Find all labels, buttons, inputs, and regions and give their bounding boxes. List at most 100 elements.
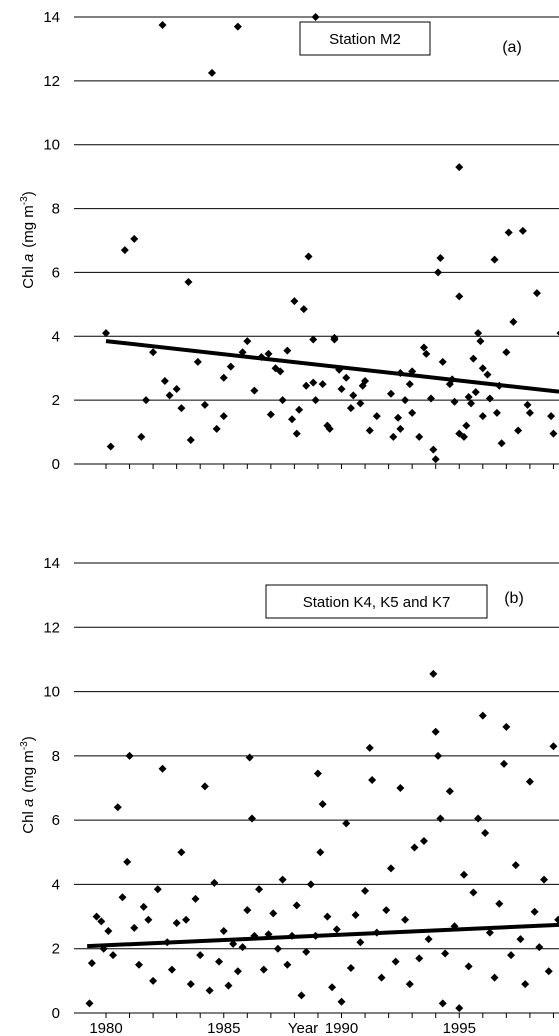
data-point xyxy=(158,20,167,29)
data-point xyxy=(184,278,193,287)
data-point xyxy=(401,915,410,924)
y-tick-label: 0 xyxy=(52,456,60,473)
data-point xyxy=(431,727,440,736)
data-point xyxy=(386,389,395,398)
data-point xyxy=(490,255,499,264)
data-point xyxy=(396,424,405,433)
data-point xyxy=(424,935,433,944)
data-point xyxy=(386,864,395,873)
y-tick-label: 8 xyxy=(52,201,60,218)
trend-line xyxy=(87,922,559,949)
data-point xyxy=(535,943,544,952)
data-point xyxy=(120,246,129,255)
data-point xyxy=(507,951,516,960)
y-axis-label-close: ) xyxy=(20,736,37,741)
data-point xyxy=(485,394,494,403)
data-point xyxy=(250,386,259,395)
data-point xyxy=(200,400,209,409)
data-point xyxy=(490,973,499,982)
data-point xyxy=(172,384,181,393)
data-point xyxy=(514,426,523,435)
data-point xyxy=(200,782,209,791)
x-tick-label: 1980 xyxy=(89,1020,122,1036)
data-point xyxy=(248,814,257,823)
data-point xyxy=(332,925,341,934)
data-point xyxy=(130,923,139,932)
data-point xyxy=(292,901,301,910)
data-point xyxy=(556,330,559,336)
data-point xyxy=(342,373,351,382)
data-point xyxy=(549,742,558,751)
data-point xyxy=(525,777,534,786)
data-point xyxy=(502,348,511,357)
x-tick-label: 1985 xyxy=(207,1020,240,1036)
data-point xyxy=(243,906,252,915)
data-point xyxy=(283,346,292,355)
data-point xyxy=(469,888,478,897)
data-point xyxy=(485,928,494,937)
data-point xyxy=(302,947,311,956)
data-point xyxy=(346,404,355,413)
data-point xyxy=(160,376,169,385)
data-point xyxy=(368,775,377,784)
data-point xyxy=(295,405,304,414)
y-axis-label-italic: a xyxy=(20,799,37,807)
data-point xyxy=(226,362,235,371)
data-point xyxy=(441,949,450,958)
data-point xyxy=(436,254,445,263)
data-point xyxy=(193,357,202,366)
data-point xyxy=(476,337,485,346)
data-point xyxy=(511,861,520,870)
data-point xyxy=(419,837,428,846)
data-point xyxy=(394,413,403,422)
data-point xyxy=(233,967,242,976)
data-point xyxy=(365,743,374,752)
data-point xyxy=(401,396,410,405)
y-tick-label: 10 xyxy=(43,684,60,701)
data-point xyxy=(276,367,285,376)
data-point xyxy=(422,349,431,358)
data-point xyxy=(302,381,311,390)
y-tick-label: 4 xyxy=(52,328,60,345)
data-point xyxy=(318,800,327,809)
data-point xyxy=(530,907,539,916)
data-point xyxy=(429,445,438,454)
data-point xyxy=(459,870,468,879)
y-axis-label-exponent: -3 xyxy=(19,741,30,750)
data-point xyxy=(219,373,228,382)
data-point xyxy=(283,960,292,969)
data-point xyxy=(219,412,228,421)
data-point xyxy=(290,297,299,306)
data-point xyxy=(177,404,186,413)
x-tick-label: 1990 xyxy=(325,1020,358,1036)
data-point xyxy=(438,357,447,366)
data-point xyxy=(431,455,440,464)
data-point xyxy=(549,429,558,438)
y-tick-label: 14 xyxy=(43,9,60,26)
data-point xyxy=(313,769,322,778)
y-axis-label-close: ) xyxy=(20,191,37,196)
data-point xyxy=(259,965,268,974)
data-point xyxy=(269,909,278,918)
x-axis-label: Year xyxy=(288,1020,318,1036)
station-label: Station M2 xyxy=(329,31,401,48)
data-point xyxy=(196,951,205,960)
data-point xyxy=(139,902,148,911)
data-point xyxy=(167,965,176,974)
data-point xyxy=(547,412,556,421)
data-point xyxy=(464,962,473,971)
data-point xyxy=(523,400,532,409)
data-point xyxy=(304,252,313,261)
data-point xyxy=(309,378,318,387)
data-point xyxy=(346,964,355,972)
data-point xyxy=(474,329,483,338)
station-label-box xyxy=(299,21,431,56)
panel-letter: (a) xyxy=(502,39,522,56)
data-point xyxy=(405,380,414,389)
data-point xyxy=(292,429,301,438)
data-point xyxy=(219,927,228,936)
data-point xyxy=(455,292,464,301)
data-point xyxy=(532,289,541,298)
data-point xyxy=(330,335,339,344)
data-point xyxy=(478,412,487,421)
